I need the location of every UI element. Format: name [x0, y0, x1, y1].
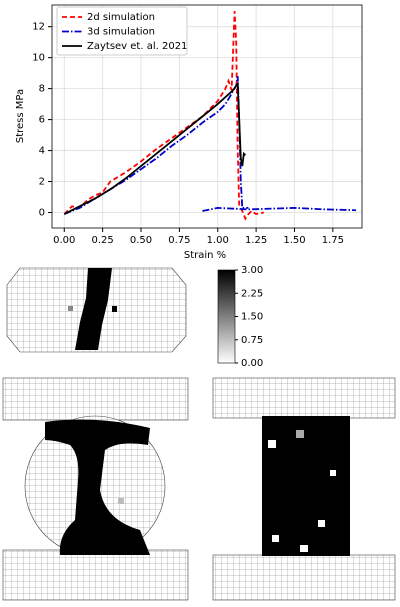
x-tick-label: 1.00	[207, 235, 229, 246]
y-tick-label: 2	[39, 177, 45, 188]
y-tick-label: 0	[39, 208, 45, 219]
colorbar-tick-label: 0.75	[241, 335, 263, 346]
y-tick-label: 6	[39, 115, 45, 126]
x-tick-label: 1.75	[322, 235, 344, 246]
y-tick-label: 8	[39, 84, 45, 95]
x-tick-label: 1.25	[245, 235, 267, 246]
mesh-2d-top	[6, 267, 187, 353]
y-tick-label: 4	[39, 146, 45, 157]
x-tick-label: 0.25	[92, 235, 114, 246]
mesh-3d	[212, 377, 396, 601]
x-tick-label: 0.00	[53, 235, 75, 246]
legend-label: Zaytsev et. al. 2021	[87, 41, 187, 52]
legend-box	[56, 6, 188, 56]
y-tick-label: 10	[32, 53, 45, 64]
x-tick-label: 1.50	[283, 235, 305, 246]
x-tick-label: 0.50	[130, 235, 152, 246]
colorbar-tick-label: 2.25	[241, 288, 263, 299]
y-tick-label: 12	[32, 22, 45, 33]
legend-label: 3d simulation	[87, 27, 155, 38]
colorbar-tick-label: 1.50	[241, 312, 263, 323]
colorbar-tick-label: 3.00	[241, 265, 263, 276]
x-axis-label: Strain %	[184, 250, 226, 261]
series-line	[63, 11, 264, 221]
colorbar-tick-label: 0.00	[241, 358, 263, 369]
series-line	[63, 81, 247, 215]
legend-label: 2d simulation	[87, 12, 155, 23]
x-tick-label: 0.75	[168, 235, 190, 246]
mesh-2d-bottom	[2, 377, 189, 601]
legend: 2d simulation 3d simulation Zaytsev et. al…	[56, 6, 188, 56]
y-axis-label: Stress MPa	[15, 89, 26, 143]
plot-frame	[51, 4, 363, 229]
series-line	[63, 76, 356, 215]
colorbar	[217, 269, 236, 364]
